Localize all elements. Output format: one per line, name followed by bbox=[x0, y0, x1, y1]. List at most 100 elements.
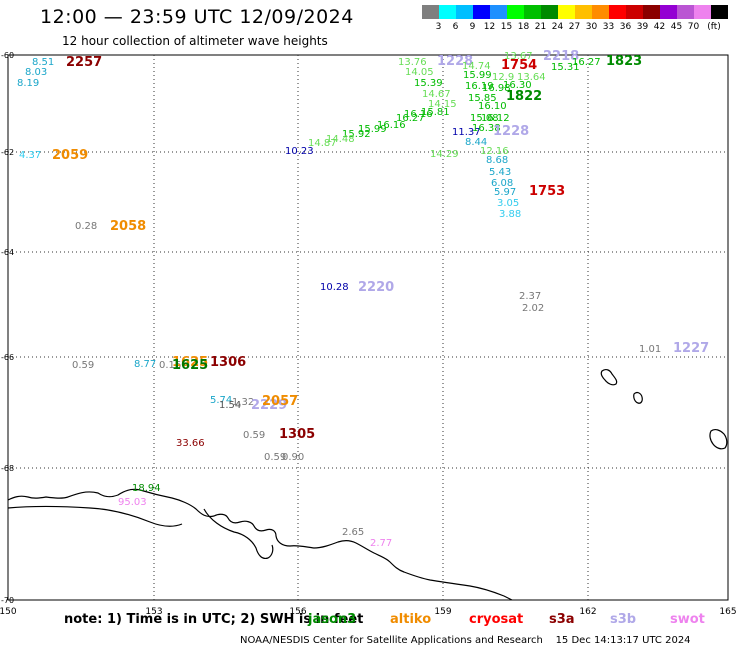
swh-value: 14.87 bbox=[308, 138, 337, 149]
axis-ticks: 150 153 156 159 162 165 -60 -62 -64 -66 -68 -70 bbox=[0, 51, 737, 617]
map-subtitle: 12 hour collection of altimeter wave hei… bbox=[62, 34, 328, 48]
legend-swatch bbox=[422, 5, 439, 19]
swh-value: 16.30 bbox=[503, 80, 532, 91]
lon-tick-label: 162 bbox=[579, 607, 596, 617]
legend-swatch bbox=[592, 5, 609, 19]
swh-value: 11.37 bbox=[452, 127, 481, 138]
swh-value: 15.99 bbox=[358, 124, 387, 135]
swh-value: 16.27 bbox=[572, 57, 601, 68]
swh-value: 14.29 bbox=[430, 149, 459, 160]
swh-value: 14.05 bbox=[405, 67, 434, 78]
legend-label: 33 bbox=[602, 22, 615, 32]
swh-value: 16.38 bbox=[472, 123, 501, 134]
legend-swatch bbox=[490, 5, 507, 19]
swh-value: 2.02 bbox=[522, 303, 544, 314]
swh-value: 15.81 bbox=[421, 107, 450, 118]
coastline bbox=[7, 368, 728, 601]
pass-time-label: 2229 bbox=[251, 398, 287, 413]
lon-tick-label: 150 bbox=[0, 607, 17, 617]
pass-time-label: 2257 bbox=[66, 55, 102, 70]
swh-value: 1.54 bbox=[219, 400, 241, 411]
swh-value: 18.94 bbox=[132, 483, 161, 494]
swh-value: 14.74 bbox=[462, 61, 491, 72]
legend-swatch bbox=[677, 5, 694, 19]
swh-value: 5.74 bbox=[210, 395, 232, 406]
pass-time-label: 2059 bbox=[52, 148, 88, 163]
legend-swatch bbox=[507, 5, 524, 19]
swh-value: 3.88 bbox=[499, 209, 521, 220]
legend-label: 45 bbox=[670, 22, 683, 32]
pass-time-label: 1822 bbox=[506, 89, 542, 104]
swh-value: 6.08 bbox=[491, 178, 513, 189]
legend-swatch bbox=[694, 5, 711, 19]
pass-time-label: 1823 bbox=[606, 54, 642, 69]
satellite-swot: swot bbox=[670, 612, 705, 627]
satellite-s3a: s3a bbox=[549, 612, 575, 627]
swh-value: 14.48 bbox=[326, 134, 355, 145]
legend-swatch bbox=[575, 5, 592, 19]
swh-value: 8.03 bbox=[25, 67, 47, 78]
island-2 bbox=[633, 391, 643, 404]
swh-value: 4.37 bbox=[19, 150, 41, 161]
legend-swatch bbox=[609, 5, 626, 19]
grid-lines bbox=[8, 55, 728, 600]
satellite-jason3: jason3 bbox=[308, 612, 357, 627]
lat-tick-label: -68 bbox=[1, 464, 14, 473]
legend-label: 39 bbox=[636, 22, 649, 32]
swh-value: 8.44 bbox=[465, 137, 487, 148]
map-frame bbox=[7, 54, 729, 601]
lon-tick-label: 165 bbox=[719, 607, 736, 617]
pass-time-label: 2220 bbox=[358, 280, 394, 295]
antarctic-coastline bbox=[7, 488, 513, 601]
credit-footer: NOAA/NESDIS Center for Satellite Applica… bbox=[240, 635, 691, 646]
swh-value: 2.37 bbox=[519, 291, 541, 302]
pass-time-label: 2057 bbox=[262, 394, 298, 409]
swh-value: 33.66 bbox=[176, 438, 205, 449]
swh-value: 16.16 bbox=[404, 109, 433, 120]
swh-value: 16.98 bbox=[482, 83, 511, 94]
legend-swatch bbox=[456, 5, 473, 19]
swh-value: 10.28 bbox=[320, 282, 349, 293]
legend-swatch bbox=[524, 5, 541, 19]
legend-swatch bbox=[558, 5, 575, 19]
pass-time-label: 2218 bbox=[543, 49, 579, 64]
pass-time-label: 1306 bbox=[210, 355, 246, 370]
swh-value: 16.16 bbox=[377, 120, 406, 131]
wave-height-labels: 8.518.038.19 2257 4.37 2059 0.28 2058 10.23 10.… bbox=[17, 49, 709, 549]
swh-value: 8.51 bbox=[32, 57, 54, 68]
pass-time-label: 1305 bbox=[279, 427, 315, 442]
lat-tick-label: -66 bbox=[1, 353, 14, 362]
swh-value: 0.59 bbox=[264, 452, 286, 463]
swh-value: 15.92 bbox=[342, 129, 371, 140]
pass-time-label: 1753 bbox=[529, 184, 565, 199]
swh-value: 13.67 bbox=[504, 51, 533, 62]
lat-tick-label: -70 bbox=[1, 596, 14, 605]
legend-label: 27 bbox=[568, 22, 581, 32]
swh-value: 95.03 bbox=[118, 497, 147, 508]
swh-value: 0.59 bbox=[243, 430, 265, 441]
legend-swatch bbox=[626, 5, 643, 19]
legend-label: 36 bbox=[619, 22, 632, 32]
swh-value: 15.85 bbox=[468, 93, 497, 104]
pass-time-label: 1228 bbox=[437, 54, 473, 69]
swh-value: 5.97 bbox=[494, 187, 516, 198]
swh-value: 16.27 bbox=[396, 113, 425, 124]
swh-value: 14.67 bbox=[422, 89, 451, 100]
swh-value: 12.16 bbox=[480, 146, 509, 157]
legend-label: 18 bbox=[517, 22, 530, 32]
legend-unit: (ft) bbox=[707, 22, 721, 32]
swh-value: 0.16 bbox=[159, 360, 181, 371]
pass-time-label: 1625 bbox=[172, 355, 208, 370]
pass-time-label: 1228 bbox=[493, 124, 529, 139]
lat-tick-label: -62 bbox=[1, 148, 14, 157]
pass-time-label: 1625 bbox=[172, 358, 208, 373]
swh-value: 2.77 bbox=[370, 538, 392, 549]
legend-label: 9 bbox=[469, 22, 476, 32]
legend-label: 6 bbox=[452, 22, 459, 32]
legend-swatch bbox=[473, 5, 490, 19]
legend-swatch bbox=[643, 5, 660, 19]
swh-value: 13.76 bbox=[398, 57, 427, 68]
swh-value: 15.31 bbox=[551, 62, 580, 73]
swh-value: 8.19 bbox=[17, 78, 39, 89]
